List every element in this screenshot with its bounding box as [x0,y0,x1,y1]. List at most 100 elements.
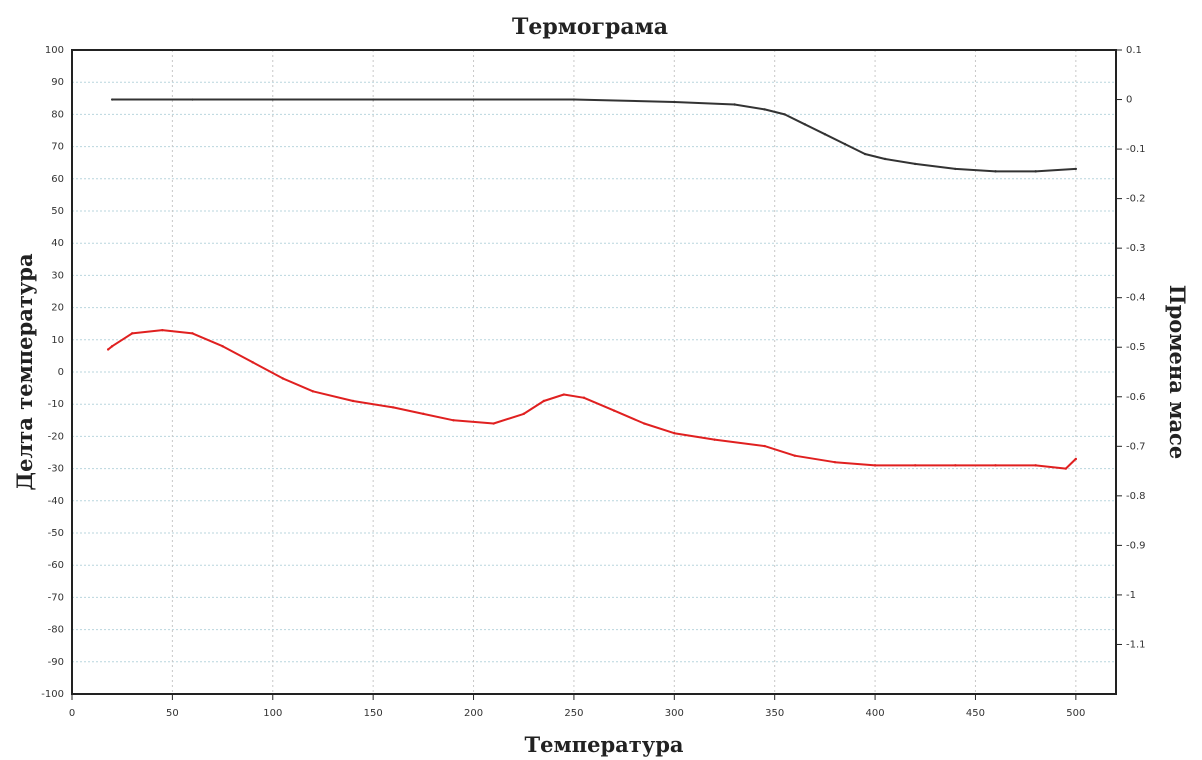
y-left-tick-label: 40 [51,238,64,249]
grid [71,49,1116,695]
data-point [572,98,576,101]
data-point [783,113,786,116]
y-left-tick-label: -90 [48,657,64,668]
y-right-tick-label: -0.3 [1126,243,1146,254]
data-point [271,98,274,101]
y-left-tick-label: -40 [48,496,64,507]
x-tick-label: 500 [1066,708,1085,719]
data-point [131,332,134,335]
y-right-tick-label: -0.8 [1126,491,1146,502]
x-tick-label: 250 [564,708,583,719]
plot-area [71,49,1117,695]
data-point [803,123,807,126]
mass-change-line [112,98,1076,173]
data-point [110,98,114,101]
data-point [612,409,616,412]
y-left-tick-label: -100 [41,689,64,700]
delta-temperature-line [107,329,1077,470]
data-point [1034,170,1037,173]
data-point [1074,457,1078,461]
y-right-tick-label: -0.4 [1126,293,1146,304]
data-point [713,438,716,441]
y-left-tick-label: 50 [51,206,64,217]
data-point [954,167,957,171]
data-point [843,142,847,146]
y-left-tick-label: -10 [48,399,64,410]
data-point [422,412,425,416]
x-tick-label: 150 [364,708,383,719]
data-point [371,98,375,101]
data-point [582,396,586,399]
data-point [522,412,525,416]
data-point [191,98,194,101]
data-point [873,464,877,467]
data-point [954,464,957,467]
x-tick-label: 350 [765,708,784,719]
y-left-tick-label: -80 [48,625,64,636]
y-right-tick-label: 0 [1126,95,1132,106]
data-point [191,332,194,335]
x-tick-label: 450 [966,708,985,719]
data-point [1074,167,1078,171]
data-point [492,422,495,425]
x-tick-label: 50 [166,708,179,719]
y-right-tick-label: -0.6 [1126,392,1146,403]
y-left-tick-label: 10 [51,335,64,346]
data-point [311,390,315,393]
y-left-tick-label: -60 [48,560,64,571]
data-point [733,103,736,106]
data-point [1034,464,1037,467]
data-point [351,399,355,403]
data-point [281,377,285,380]
data-point [763,108,766,111]
y-left-tick-label: 100 [45,45,64,56]
y-left-tick-label: -30 [48,464,64,475]
data-point [914,162,917,166]
x-axis: 0 50 100 150 200 250 300 350 400 450 500 [69,694,1085,719]
data-point [452,419,455,422]
left-y-axis-label: Делта температура [12,253,37,491]
data-point [251,361,254,364]
data-point [110,345,114,348]
y-right-tick-label: -0.2 [1126,194,1146,205]
x-axis-label: Температура [525,732,684,757]
data-point [994,464,997,467]
y-left-tick-label: 0 [58,367,64,378]
chart-title: Термограма [512,14,668,40]
data-point [793,454,796,457]
data-point [106,348,110,351]
data-point [863,152,867,156]
y-right-tick-label: -0.7 [1126,441,1146,452]
right-y-axis: 0.1 0 -0.1 -0.2 -0.3 -0.4 -0.5 -0.6 -0.7 -0.8 -0.9… [1116,45,1146,650]
y-right-tick-label: -1.1 [1126,639,1146,650]
data-point [673,100,676,104]
y-right-tick-label: -0.9 [1126,540,1146,551]
data-point [823,133,827,136]
y-right-tick-label: -0.1 [1126,144,1146,155]
data-point [562,393,566,396]
data-point [1064,467,1068,470]
x-tick-label: 300 [665,708,684,719]
y-left-tick-label: 20 [51,303,64,314]
y-left-tick-label: -20 [48,431,64,442]
data-point [472,98,475,101]
right-y-axis-label: Промена масе [1165,285,1190,459]
x-tick-label: 0 [69,708,75,719]
x-tick-label: 200 [464,708,483,719]
y-left-tick-label: 30 [51,270,64,281]
x-tick-label: 100 [263,708,282,719]
data-point [221,345,224,348]
y-left-tick-label: -70 [48,592,64,603]
data-point [833,460,837,464]
y-right-tick-label: -0.5 [1126,342,1146,353]
x-tick-label: 400 [866,708,885,719]
y-left-tick-label: -50 [48,528,64,539]
y-left-tick-label: 70 [51,142,64,153]
data-point [642,422,646,425]
y-right-tick-label: 0.1 [1126,45,1142,56]
data-point [883,157,887,161]
data-point [392,406,395,409]
series-group [106,98,1078,470]
left-y-axis: 1009080706050403020100-10-20-30-40-50-60… [41,45,64,700]
